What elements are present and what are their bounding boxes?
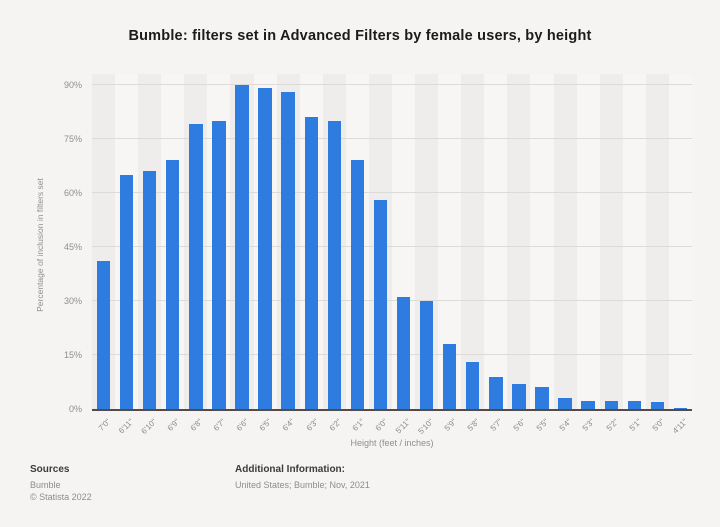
y-tick-label: 60% xyxy=(63,187,82,198)
chart-title: Bumble: filters set in Advanced Filters … xyxy=(128,28,592,44)
x-tick-label: 6'10" xyxy=(139,417,159,436)
x-axis-title: Height (feet / inches) xyxy=(350,438,434,448)
x-tick-label: 5'7" xyxy=(488,417,505,433)
bar-6'6" xyxy=(235,84,249,409)
column-stripe xyxy=(438,74,462,409)
x-tick-label: 6'7" xyxy=(211,417,228,433)
bar-5'0" xyxy=(650,401,665,409)
bar-6'7" xyxy=(212,120,226,409)
column-stripe xyxy=(599,74,623,409)
source-name: Bumble xyxy=(30,479,61,490)
gridline xyxy=(92,353,692,355)
x-tick-label: 5'3" xyxy=(581,417,597,433)
gridline xyxy=(92,191,692,193)
bar-6'0" xyxy=(373,200,388,409)
x-tick-label: 6'2" xyxy=(327,417,343,433)
x-tick-label: 5'5" xyxy=(534,417,551,433)
column-stripe xyxy=(507,74,531,409)
bar-5'5" xyxy=(535,387,549,409)
x-tick-label: 5'9" xyxy=(442,417,459,433)
column-stripe xyxy=(461,74,485,409)
gridline xyxy=(92,245,692,247)
y-tick-label: 45% xyxy=(63,241,82,252)
bar-6'9" xyxy=(166,160,180,409)
additional-information-text: United States; Bumble; Nov, 2021 xyxy=(235,479,370,490)
gridline xyxy=(92,137,692,139)
bar-6'2" xyxy=(327,120,341,409)
x-tick-label: 6'6" xyxy=(234,417,251,433)
x-tick-label: 5'10" xyxy=(416,417,436,436)
y-axis-title: Percentage of inclusion in filters set xyxy=(35,178,45,312)
bar-5'1" xyxy=(627,400,641,409)
bar-6'11" xyxy=(119,174,134,409)
bar-5'3" xyxy=(581,400,595,409)
column-stripe xyxy=(645,74,669,409)
column-stripe xyxy=(622,74,646,409)
x-tick-label: 6'4" xyxy=(281,417,297,433)
sources-label: Sources xyxy=(30,464,70,475)
sources-block: Sources Bumble © Statista 2022 xyxy=(30,464,92,504)
bar-5'11" xyxy=(396,297,411,409)
x-tick-label: 7'0" xyxy=(96,417,113,433)
bar-6'3" xyxy=(304,117,318,409)
x-tick-label: 5'6" xyxy=(511,417,528,433)
bar-5'7" xyxy=(489,376,503,409)
bar-6'8" xyxy=(189,124,203,409)
bar-5'2" xyxy=(604,400,618,409)
x-tick-label: 6'5" xyxy=(257,417,274,433)
bar-5'4" xyxy=(558,398,572,409)
bar-5'9" xyxy=(443,344,457,409)
bar-6'5" xyxy=(258,88,272,409)
x-tick-label: 6'3" xyxy=(304,417,320,433)
bar-6'10" xyxy=(143,171,157,409)
y-tick-label: 15% xyxy=(63,349,82,360)
gridline xyxy=(92,299,692,301)
y-tick-label: 0% xyxy=(68,404,82,414)
x-tick-label: 5'4" xyxy=(557,417,574,433)
x-tick-label: 5'8" xyxy=(465,417,482,433)
bar-5'8" xyxy=(466,362,480,409)
bar-7'0" xyxy=(96,261,111,409)
bar-4'11" xyxy=(673,407,688,409)
x-tick-label: 6'11" xyxy=(116,417,136,436)
y-tick-label: 30% xyxy=(63,295,82,306)
additional-information-block: Additional Information: United States; B… xyxy=(235,464,370,491)
gridline xyxy=(92,83,692,85)
plot-area: 0% 15% 30% 45% 60% 75% 90% 7'0" 6'11" 6'10" 6'9" 6'… xyxy=(64,74,692,436)
y-tick-label: 75% xyxy=(63,133,82,144)
x-tick-label: 5'0" xyxy=(650,417,667,433)
column-stripe xyxy=(668,74,692,409)
x-tick-label: 5'11" xyxy=(393,417,413,436)
x-tick-label: 6'8" xyxy=(188,417,205,433)
column-stripe xyxy=(576,74,600,409)
column-stripe xyxy=(530,74,554,409)
x-tick-label: 6'1" xyxy=(350,417,367,433)
y-tick-label: 90% xyxy=(63,79,82,90)
bar-6'4" xyxy=(281,92,295,409)
bar-6'1" xyxy=(350,160,365,409)
x-tick-label: 5'2" xyxy=(604,417,620,433)
x-tick-label: 4'11" xyxy=(670,417,690,436)
x-tick-label: 5'1" xyxy=(627,417,643,433)
column-stripe xyxy=(553,74,577,409)
additional-information-label: Additional Information: xyxy=(235,464,345,475)
x-tick-label: 6'9" xyxy=(165,417,182,433)
column-stripe xyxy=(484,74,508,409)
statista-copyright: © Statista 2022 xyxy=(30,492,92,502)
bar-5'10" xyxy=(419,300,434,409)
bar-5'6" xyxy=(512,383,526,409)
x-tick-label: 6'0" xyxy=(373,417,390,433)
